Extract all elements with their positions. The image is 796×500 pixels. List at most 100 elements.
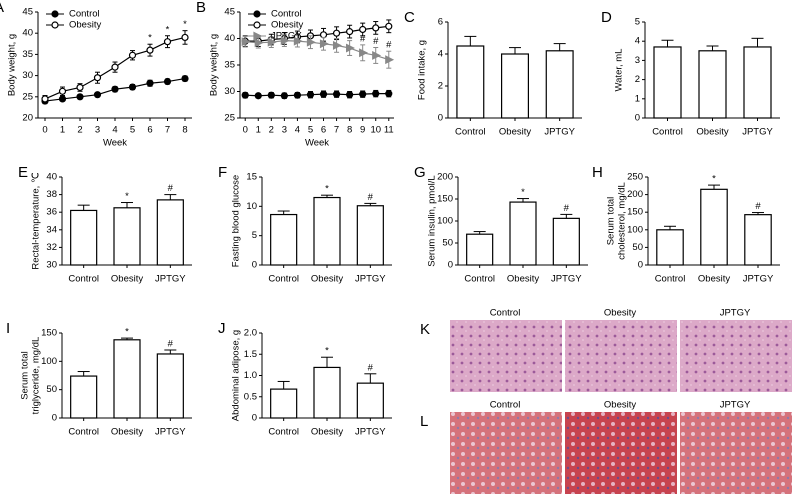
x-tick-label: 6 — [147, 125, 152, 136]
significance-marker: # — [368, 362, 374, 373]
point — [280, 36, 290, 46]
point — [359, 25, 367, 34]
panel-letter: B — [196, 0, 206, 16]
significance-marker: * — [183, 19, 187, 30]
x-tick-label: JPTGY — [742, 127, 773, 138]
y-tick-label: 200 — [437, 172, 453, 183]
x-tick-label: JPTGY — [155, 427, 186, 438]
point — [267, 91, 275, 99]
panel-letter: I — [6, 320, 10, 337]
significance-marker: * — [148, 33, 152, 44]
micrograph — [450, 412, 562, 494]
panel-letter: G — [414, 164, 426, 181]
series-line — [245, 25, 389, 42]
x-tick-label: Obesity — [507, 274, 539, 285]
point — [128, 83, 137, 91]
y-tick-label: 100 — [627, 224, 643, 235]
x-tick-label: Obesity — [696, 127, 728, 138]
bar — [743, 46, 772, 119]
y-axis-label: Serum total — [20, 351, 31, 400]
image-label: Control — [490, 308, 521, 319]
series-line — [245, 93, 389, 97]
y-tick-label: 0 — [635, 113, 640, 124]
significance-marker: * — [166, 24, 170, 35]
y-axis-label: Body weight, g — [209, 34, 220, 96]
point — [146, 79, 154, 87]
significance-marker: * — [125, 191, 129, 202]
y-tick-label: 5 — [252, 230, 257, 241]
y-tick-label: 40 — [224, 33, 235, 44]
y-tick-label: 36 — [46, 207, 57, 218]
y-tick-label: 2 — [635, 74, 640, 85]
legend-marker — [51, 10, 59, 18]
y-tick-label: 2 — [438, 81, 443, 92]
y-tick-label: 150 — [437, 194, 453, 205]
y-tick-label: 45 — [224, 7, 235, 18]
x-tick-label: 9 — [360, 125, 365, 136]
x-tick-label: 4 — [295, 125, 300, 136]
bar — [653, 46, 682, 119]
legend-marker — [51, 21, 59, 29]
bar — [700, 188, 728, 266]
y-tick-label: 1 — [635, 93, 640, 104]
x-tick-label: Control — [652, 127, 683, 138]
y-axis-label: Serum insulin, pmol/L — [427, 175, 438, 266]
y-tick-label: 45 — [22, 7, 33, 18]
point — [319, 39, 329, 49]
point — [181, 33, 189, 42]
point — [293, 36, 303, 46]
point — [332, 90, 341, 98]
micrograph — [565, 320, 677, 392]
legend-marker — [253, 31, 263, 41]
significance-marker: # — [755, 201, 761, 212]
legend-label: JPTGY — [271, 31, 302, 42]
significance-marker: # — [168, 183, 174, 194]
y-tick-label: 200 — [627, 189, 643, 200]
y-tick-label: 250 — [627, 172, 643, 183]
x-tick-label: 3 — [95, 125, 100, 136]
x-tick-label: JPTGY — [743, 274, 774, 285]
y-tick-label: 0 — [252, 260, 257, 271]
y-axis-label: Rectal-temperature, ℃ — [31, 172, 42, 270]
x-tick-label: 10 — [370, 125, 381, 136]
bar — [70, 375, 98, 419]
bar — [156, 199, 184, 266]
x-tick-label: 8 — [182, 125, 187, 136]
x-tick-label: 2 — [269, 125, 274, 136]
significance-marker: # — [386, 40, 392, 51]
point — [163, 38, 172, 46]
point — [319, 90, 328, 98]
bar — [552, 217, 580, 266]
point — [359, 48, 369, 58]
y-tick-label: 32 — [46, 242, 57, 253]
y-axis-label: Food intake, g — [417, 40, 428, 100]
image-label: Obesity — [604, 308, 636, 319]
point — [267, 37, 277, 47]
significance-marker: * — [325, 346, 329, 357]
y-tick-label: 15 — [246, 172, 257, 183]
point — [346, 43, 355, 53]
bar — [270, 388, 298, 419]
panel-letter: D — [601, 9, 612, 26]
bar — [356, 205, 384, 266]
x-tick-label: Obesity — [311, 274, 343, 285]
point — [372, 90, 380, 98]
panel-letter: K — [420, 321, 430, 338]
significance-marker: * — [325, 184, 329, 195]
bar — [113, 339, 141, 419]
y-axis-label: Abdominal adipose, g — [231, 330, 242, 421]
bar — [545, 50, 574, 119]
panel-letter: L — [420, 413, 428, 430]
point — [111, 63, 119, 71]
y-tick-label: 35 — [22, 49, 33, 60]
point — [254, 38, 264, 48]
bar — [456, 45, 485, 119]
x-tick-label: 7 — [334, 125, 339, 136]
y-tick-label: 40 — [46, 172, 57, 183]
y-tick-label: 50 — [632, 242, 643, 253]
x-tick-label: 5 — [308, 125, 313, 136]
significance-marker: # — [168, 339, 174, 350]
x-tick-label: Control — [68, 427, 99, 438]
significance-marker: * — [521, 187, 525, 198]
x-tick-label: 0 — [42, 125, 47, 136]
